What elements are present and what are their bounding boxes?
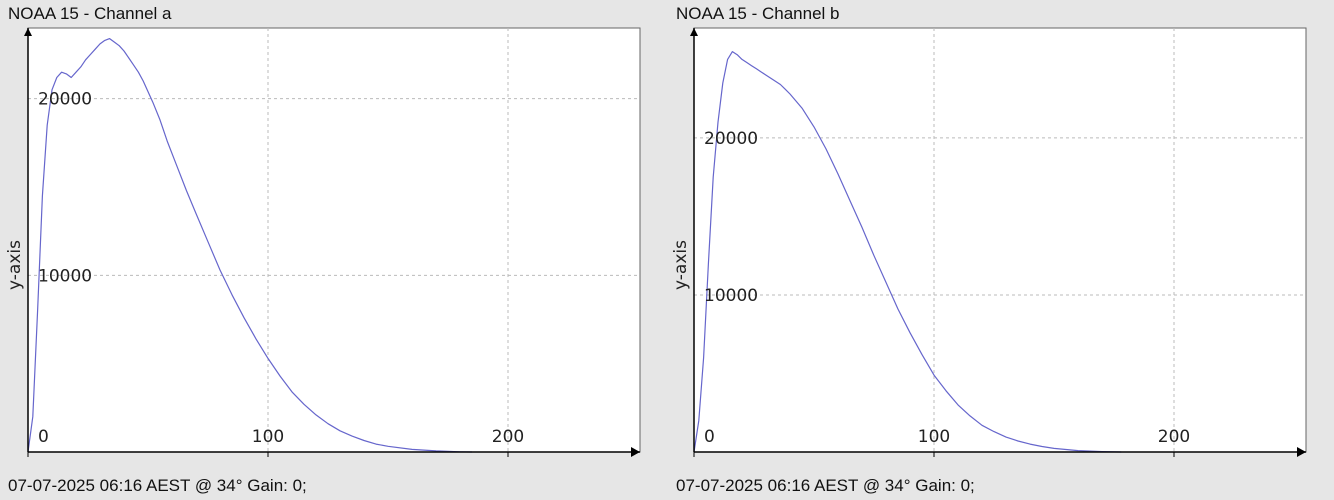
- x-tick-label: 200: [1158, 427, 1190, 447]
- series-line: [27, 37, 473, 453]
- chart-a-svg: 0 100 200 10000 20000 y-axis: [5, 27, 641, 457]
- x-tick-label: 100: [918, 427, 950, 447]
- plot-area: [693, 27, 1307, 453]
- y-tick-label: 20000: [704, 129, 758, 149]
- y-tick-label: 20000: [38, 90, 92, 110]
- y-axis-arrow: [24, 28, 32, 36]
- chart-title: NOAA 15 - Channel b: [676, 4, 840, 23]
- x-tick-label: 200: [492, 427, 524, 447]
- chart-b-svg: 0 100 200 10000 20000 y-axis: [671, 27, 1307, 457]
- chart-footer: 07-07-2025 06:16 AEST @ 34° Gain: 0;: [8, 476, 307, 495]
- y-axis-arrow: [690, 28, 698, 36]
- x-tick-label: 100: [252, 427, 284, 447]
- y-axis-label: y-axis: [5, 240, 25, 290]
- chart-panel-b: NOAA 15 - Channel b 0 100 200 10000 20000 y-a…: [668, 0, 1334, 500]
- x-axis-arrow: [1297, 447, 1306, 457]
- plot-area: [27, 27, 641, 453]
- x-tick-label: 0: [704, 427, 715, 447]
- chart-footer: 07-07-2025 06:16 AEST @ 34° Gain: 0;: [676, 476, 975, 495]
- x-tick-label: 0: [38, 427, 49, 447]
- series-line: [693, 50, 1122, 453]
- y-tick-label: 10000: [704, 286, 758, 306]
- chart-title: NOAA 15 - Channel a: [8, 4, 172, 23]
- y-tick-label: 10000: [38, 266, 92, 286]
- chart-panel-a: NOAA 15 - Channel a 0 100 200 10000 20000 y-a…: [0, 0, 660, 500]
- x-axis-arrow: [631, 447, 640, 457]
- y-axis-label: y-axis: [671, 240, 691, 290]
